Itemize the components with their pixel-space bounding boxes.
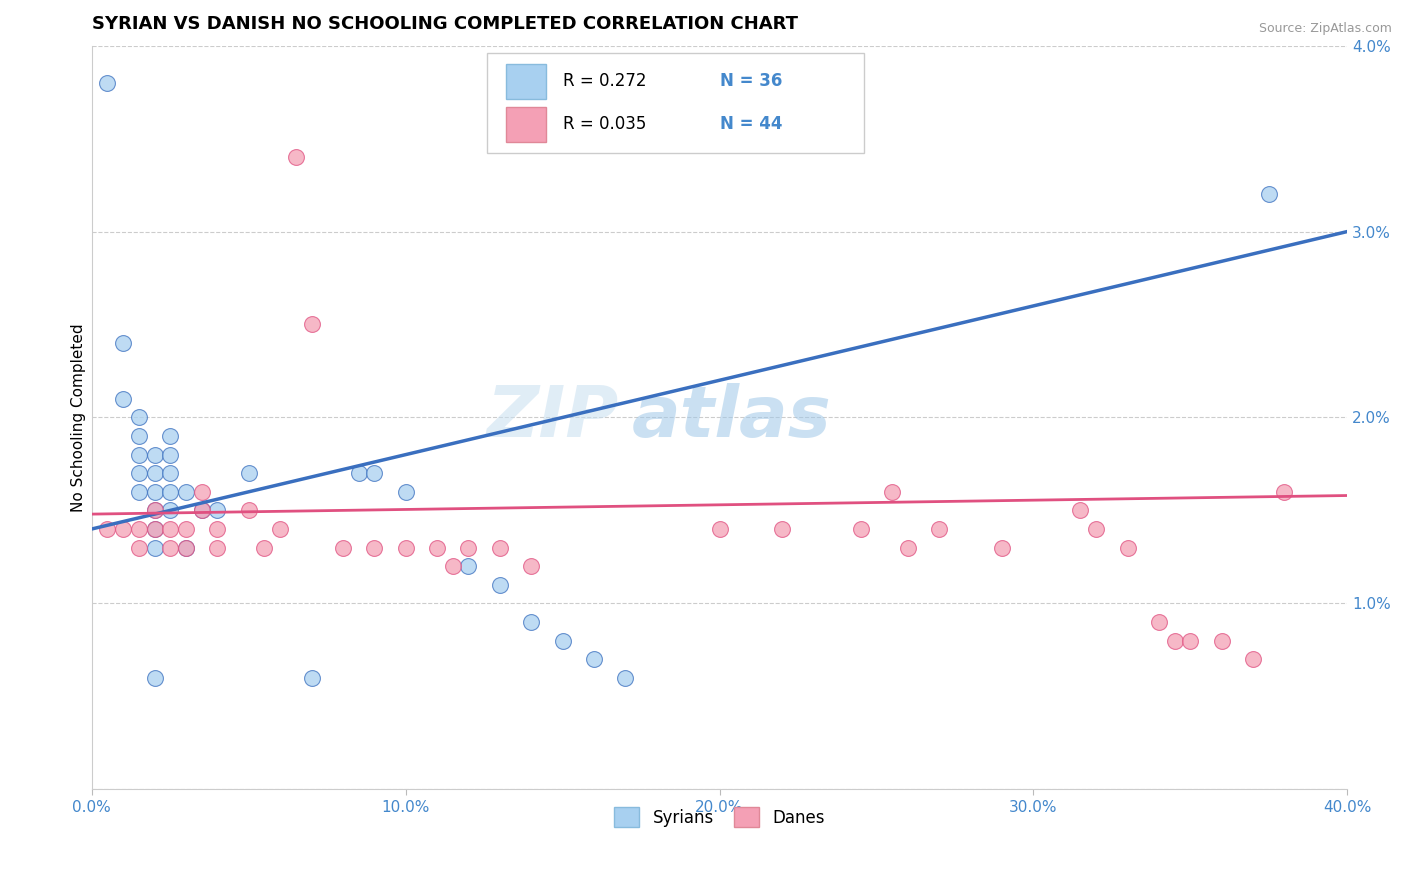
Point: [395, 484, 418, 499]
Point: [128, 484, 150, 499]
Bar: [506, 107, 547, 143]
Point: [1085, 522, 1108, 536]
Point: [128, 410, 150, 425]
Point: [128, 429, 150, 443]
Text: R = 0.272: R = 0.272: [562, 72, 647, 90]
Text: R = 0.035: R = 0.035: [562, 115, 645, 134]
Point: [143, 522, 166, 536]
Point: [928, 522, 950, 536]
Point: [520, 559, 543, 574]
Point: [1069, 503, 1091, 517]
Point: [238, 467, 260, 481]
Point: [159, 467, 181, 481]
Point: [190, 503, 212, 517]
Point: [301, 318, 323, 332]
Point: [426, 541, 449, 555]
Point: [174, 522, 197, 536]
Point: [1257, 187, 1279, 202]
Point: [159, 429, 181, 443]
Point: [207, 541, 229, 555]
Point: [96, 76, 118, 90]
Point: [709, 522, 731, 536]
Text: N = 36: N = 36: [720, 72, 782, 90]
Legend: Syrians, Danes: Syrians, Danes: [605, 797, 835, 837]
Point: [174, 484, 197, 499]
Point: [143, 503, 166, 517]
Point: [238, 503, 260, 517]
Point: [897, 541, 920, 555]
Text: atlas: atlas: [631, 383, 831, 452]
Point: [1180, 633, 1202, 648]
Point: [207, 503, 229, 517]
Point: [1241, 652, 1264, 666]
Point: [1147, 615, 1170, 629]
Point: [143, 522, 166, 536]
Y-axis label: No Schooling Completed: No Schooling Completed: [72, 323, 86, 512]
Point: [520, 615, 543, 629]
Point: [159, 522, 181, 536]
Point: [159, 484, 181, 499]
Point: [128, 522, 150, 536]
Point: [1274, 484, 1296, 499]
Point: [284, 150, 307, 164]
Point: [112, 522, 135, 536]
Point: [441, 559, 464, 574]
Point: [488, 541, 510, 555]
Point: [143, 484, 166, 499]
Point: [190, 503, 212, 517]
Point: [112, 336, 135, 351]
Point: [128, 467, 150, 481]
Point: [363, 541, 385, 555]
Point: [112, 392, 135, 406]
Point: [143, 467, 166, 481]
Point: [159, 541, 181, 555]
Text: Source: ZipAtlas.com: Source: ZipAtlas.com: [1258, 22, 1392, 36]
Point: [582, 652, 605, 666]
Point: [551, 633, 574, 648]
Point: [614, 671, 637, 685]
Point: [488, 578, 510, 592]
Point: [347, 467, 370, 481]
Point: [849, 522, 872, 536]
Point: [269, 522, 291, 536]
Point: [174, 541, 197, 555]
Point: [159, 448, 181, 462]
Text: ZIP: ZIP: [486, 383, 619, 452]
Text: N = 44: N = 44: [720, 115, 782, 134]
Point: [457, 541, 479, 555]
Point: [301, 671, 323, 685]
Point: [882, 484, 904, 499]
Text: SYRIAN VS DANISH NO SCHOOLING COMPLETED CORRELATION CHART: SYRIAN VS DANISH NO SCHOOLING COMPLETED …: [91, 15, 797, 33]
FancyBboxPatch shape: [488, 54, 863, 153]
Point: [143, 503, 166, 517]
Point: [143, 448, 166, 462]
Point: [395, 541, 418, 555]
Point: [363, 467, 385, 481]
Point: [174, 541, 197, 555]
Point: [1116, 541, 1139, 555]
Point: [143, 541, 166, 555]
Point: [457, 559, 479, 574]
Point: [991, 541, 1014, 555]
Point: [1211, 633, 1233, 648]
Point: [96, 522, 118, 536]
Point: [128, 541, 150, 555]
Point: [770, 522, 793, 536]
Point: [253, 541, 276, 555]
Bar: [506, 63, 547, 99]
Point: [332, 541, 354, 555]
Point: [143, 671, 166, 685]
Point: [1163, 633, 1185, 648]
Point: [190, 484, 212, 499]
Point: [159, 503, 181, 517]
Point: [128, 448, 150, 462]
Point: [207, 522, 229, 536]
